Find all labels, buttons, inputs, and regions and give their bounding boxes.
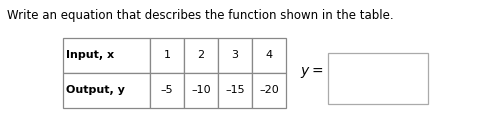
Text: –10: –10	[191, 85, 211, 95]
Bar	[218, 73, 252, 108]
Bar	[62, 73, 150, 108]
Bar	[62, 38, 150, 73]
Text: 2: 2	[198, 50, 204, 60]
Text: Output, y: Output, y	[66, 85, 126, 95]
Text: 1: 1	[164, 50, 170, 60]
Bar	[218, 38, 252, 73]
Text: 4: 4	[266, 50, 272, 60]
Text: –15: –15	[225, 85, 245, 95]
Text: –20: –20	[259, 85, 279, 95]
Bar	[150, 38, 184, 73]
Bar	[150, 73, 184, 108]
Bar	[184, 73, 218, 108]
Bar	[252, 38, 286, 73]
Bar	[184, 38, 218, 73]
Bar	[252, 73, 286, 108]
Bar	[328, 53, 428, 104]
Text: $y =$: $y =$	[300, 65, 324, 80]
Text: 3: 3	[232, 50, 238, 60]
Text: –5: –5	[160, 85, 173, 95]
Text: Input, x: Input, x	[66, 50, 114, 60]
Text: Write an equation that describes the function shown in the table.: Write an equation that describes the fun…	[7, 9, 394, 22]
